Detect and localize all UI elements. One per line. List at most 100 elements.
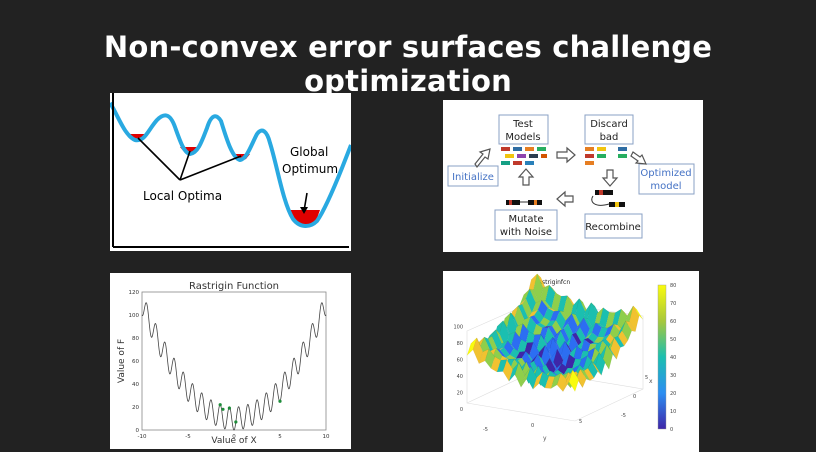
y-tick-label-3d: 0 — [531, 423, 534, 429]
y-tick-label: 40 — [132, 382, 139, 388]
optimized-model-box — [638, 163, 695, 195]
chart-title: Rastrigin Function — [189, 281, 279, 292]
z-tick-label: 20 — [457, 391, 463, 397]
surface-cell — [583, 368, 595, 381]
arrow-initialize-to-test — [474, 148, 491, 169]
sample-points — [218, 399, 282, 424]
y-tick-label: 120 — [129, 290, 140, 296]
colorbar — [657, 284, 667, 430]
test-models-swatches — [501, 147, 547, 165]
y-tick-label: 0 — [136, 428, 140, 434]
z-tick-label: 100 — [453, 325, 463, 331]
surface-cell — [587, 361, 598, 379]
x-axis-label: Value of X — [211, 436, 256, 446]
evolution-cycle-panel: Test Models Discard bad Initialize Optim… — [443, 100, 703, 252]
mutate-swatch — [506, 200, 542, 205]
surface-cell — [629, 305, 640, 332]
plot-frame — [141, 291, 327, 431]
surface-cell — [568, 369, 579, 392]
x-tick-label: 10 — [323, 434, 330, 440]
surface-cell — [580, 368, 591, 381]
y-tick-label-3d: 5 — [579, 419, 582, 425]
sample-point — [234, 420, 238, 424]
surface-cell — [617, 330, 629, 347]
z-tick-label: 60 — [457, 358, 463, 364]
flow-arrows — [474, 146, 647, 208]
y-axis-label: Value of F — [117, 339, 127, 383]
surface-mesh — [466, 273, 644, 392]
sample-point — [227, 406, 231, 410]
test-label-line2: Models — [505, 132, 540, 143]
colorbar-tick-label: 10 — [670, 409, 676, 415]
sample-point — [278, 399, 282, 403]
x-tick-label: 0 — [232, 434, 236, 440]
y-tick-label: 20 — [132, 405, 139, 411]
error-curve — [110, 101, 351, 228]
y-tick-label-3d: -5 — [483, 427, 488, 433]
x-axis-label-3d: y — [543, 435, 547, 442]
z-tick-label: 80 — [457, 341, 463, 347]
surface-title: rastriginfcn — [536, 279, 570, 286]
test-models-box — [498, 114, 549, 145]
sample-point — [218, 403, 222, 407]
rastrigin-1d-chart: Rastrigin Function -10 -5 0 5 10020406080100… — [117, 281, 330, 446]
arrow-test-to-discard — [556, 146, 576, 164]
z-tick-label: 40 — [457, 374, 463, 380]
y-tick-label: 80 — [132, 336, 139, 342]
arrow-discard-to-recombine — [601, 169, 619, 187]
y-axis-label-3d: x — [649, 378, 653, 385]
x-tick-label-3d: -5 — [621, 413, 626, 419]
colorbar-tick-label: 50 — [670, 337, 676, 343]
pointer-arrow-3 — [179, 155, 242, 181]
arrowhead-global — [300, 207, 308, 214]
colorbar-tick-label: 40 — [670, 355, 676, 361]
colorbar-tick-label: 80 — [670, 283, 676, 289]
x-tick-label: 5 — [278, 434, 282, 440]
recombine-swatches — [591, 190, 625, 207]
error-surface-diagram: Local Optima Global Optimum — [110, 93, 351, 248]
optimized-label-line1: Optimized — [640, 168, 691, 179]
colorbar-tick-label: 70 — [670, 301, 676, 307]
evolution-cycle-diagram: Test Models Discard bad Initialize Optim… — [447, 114, 695, 241]
colorbar-tick-label: 20 — [670, 391, 676, 397]
arrow-recombine-to-mutate — [556, 190, 574, 208]
x-tick-label-3d: 5 — [645, 375, 648, 381]
test-label-line1: Test — [512, 119, 533, 130]
x-tick-label-3d: 0 — [633, 394, 636, 400]
surface-cell — [610, 337, 621, 360]
rastrigin-3d-panel: rastriginfcn 0 20 40 60 80 100 -5 0 5 5 0 -5 y x 0… — [443, 271, 699, 452]
surface-cell — [614, 336, 625, 348]
pointer-arrow-1 — [137, 137, 181, 181]
surface-cell — [576, 368, 587, 388]
recombine-label: Recombine — [585, 222, 641, 233]
sample-point — [221, 407, 225, 411]
pointer-arrow-2 — [179, 150, 191, 181]
mutate-box — [494, 209, 558, 241]
global-label-line2: Optimum — [282, 162, 338, 176]
slide-title: Non-convex error surfaces challenge opti… — [103, 30, 713, 98]
x-tick-label: -5 — [185, 434, 191, 440]
colorbar-tick-label: 30 — [670, 373, 676, 379]
initialize-label: Initialize — [452, 172, 494, 183]
error-surface-panel: Local Optima Global Optimum — [110, 93, 351, 251]
surface-cell — [591, 361, 602, 376]
z-tick-label: 0 — [460, 407, 463, 413]
z-tick-labels: 0 20 40 60 80 100 — [453, 325, 463, 414]
x-tick-label: -10 — [138, 434, 147, 440]
discard-swatches — [585, 147, 627, 165]
y-tick-label: 100 — [129, 313, 140, 319]
mutate-label-line2: with Noise — [500, 227, 552, 238]
colorbar-tick-label: 0 — [670, 427, 673, 433]
discard-label-line2: bad — [600, 132, 619, 143]
arrow-discard-to-optimized — [630, 151, 647, 165]
initialize-box — [447, 165, 499, 187]
global-label-line1: Global — [290, 145, 328, 159]
local-optima-label: Local Optima — [143, 189, 222, 203]
arrow-mutate-to-test — [517, 168, 535, 186]
rastrigin-1d-panel: Rastrigin Function -10 -5 0 5 10 0 20 40 60 80 100… — [110, 273, 351, 449]
y-tick-label: 60 — [132, 359, 139, 365]
recombine-box — [584, 213, 643, 239]
mutate-label-line1: Mutate — [508, 214, 543, 225]
